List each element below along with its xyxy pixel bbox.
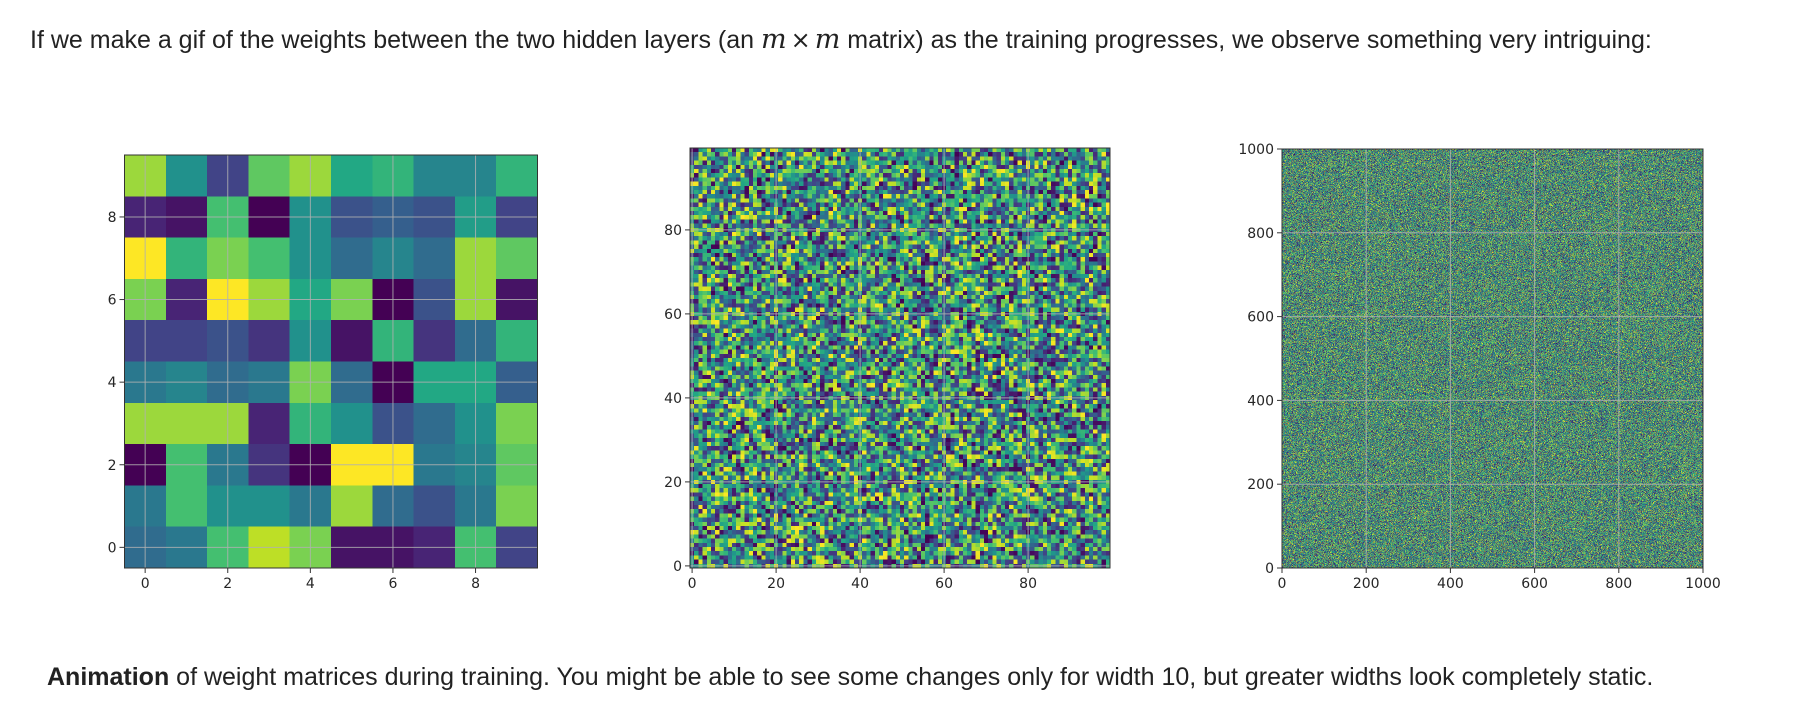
heatmap-width-100-axes: 0 20 40 60 80 0 20 40 60 80: [664, 147, 1111, 592]
x-tick-label: 80: [1019, 576, 1037, 592]
x-tick-label: 1000: [1685, 576, 1721, 592]
caption-text: of weight matrices during training. You …: [169, 663, 1654, 691]
figure-caption: Animation of weight matrices during trai…: [47, 659, 1807, 695]
heatmap-width-1000-image: [1282, 149, 1703, 568]
x-tick-label: 20: [767, 576, 785, 592]
heatmap-width-1000-svg: 0 200 400 600 800 1000 0 200 400 600 800 1000: [1238, 142, 1720, 592]
y-tick-label: 4: [108, 375, 117, 391]
y-tick-label: 0: [1265, 561, 1274, 577]
heatmap-width-10-axes: 0 2 4 6 8 0 2 4 6 8: [108, 154, 538, 592]
y-tick-label: 0: [673, 559, 682, 575]
math-m-first: m: [760, 24, 787, 55]
y-tick-label: 200: [1247, 477, 1274, 493]
x-tick-label: 4: [306, 576, 315, 592]
x-tick-label: 6: [388, 576, 397, 592]
y-tick-label: 600: [1247, 310, 1274, 326]
axes-frame: [1281, 148, 1704, 569]
intro-paragraph: If we make a gif of the weights between …: [30, 22, 1810, 58]
y-tick-label: 6: [108, 293, 117, 309]
y-tick-label: 40: [664, 391, 682, 407]
heatmap-width-1000-axes: 0 200 400 600 800 1000 0 200 400 600 800 1000: [1238, 142, 1720, 592]
intro-text-before: If we make a gif of the weights between …: [30, 26, 761, 54]
x-tick-label: 0: [1278, 576, 1287, 592]
x-tick-label: 40: [851, 576, 869, 592]
heatmap-width-10: 0 2 4 6 8 0 2 4 6 8: [100, 150, 550, 600]
y-tick-label: 400: [1247, 393, 1274, 409]
x-tick-label: 600: [1521, 576, 1548, 592]
heatmap-width-1000: 0 200 400 600 800 1000 0 200 400 600 800 1000: [1230, 142, 1730, 604]
y-tick-label: 1000: [1238, 142, 1274, 158]
x-tick-label: 0: [141, 576, 150, 592]
heatmap-width-100-svg: 0 20 40 60 80 0 20 40 60 80: [664, 147, 1111, 592]
axes-frame: [124, 154, 538, 569]
x-tick-label: 400: [1437, 576, 1464, 592]
math-times-symbol: ×: [790, 26, 811, 54]
y-tick-label: 20: [664, 475, 682, 491]
y-tick-label: 60: [664, 307, 682, 323]
y-tick-label: 80: [664, 223, 682, 239]
y-tick-label: 800: [1247, 226, 1274, 242]
math-m-second: m: [814, 24, 841, 55]
y-tick-label: 0: [108, 540, 117, 556]
y-tick-label: 8: [108, 210, 117, 226]
caption-bold-word: Animation: [47, 663, 170, 691]
y-tick-label: 2: [108, 458, 117, 474]
x-tick-label: 60: [935, 576, 953, 592]
axes-frame: [689, 147, 1111, 569]
heatmap-width-100: 0 20 40 60 80 0 20 40 60 80: [660, 144, 1130, 604]
intro-text-after: matrix) as the training progresses, we o…: [840, 26, 1652, 54]
heatmap-width-10-svg: 0 2 4 6 8 0 2 4 6 8: [108, 154, 538, 592]
heatmap-width-100-image: [690, 148, 1110, 568]
x-tick-label: 8: [471, 576, 480, 592]
x-tick-label: 2: [223, 576, 232, 592]
x-tick-label: 200: [1353, 576, 1380, 592]
x-tick-label: 800: [1605, 576, 1632, 592]
x-tick-label: 0: [688, 576, 697, 592]
heatmap-width-10-image: [124, 155, 538, 568]
